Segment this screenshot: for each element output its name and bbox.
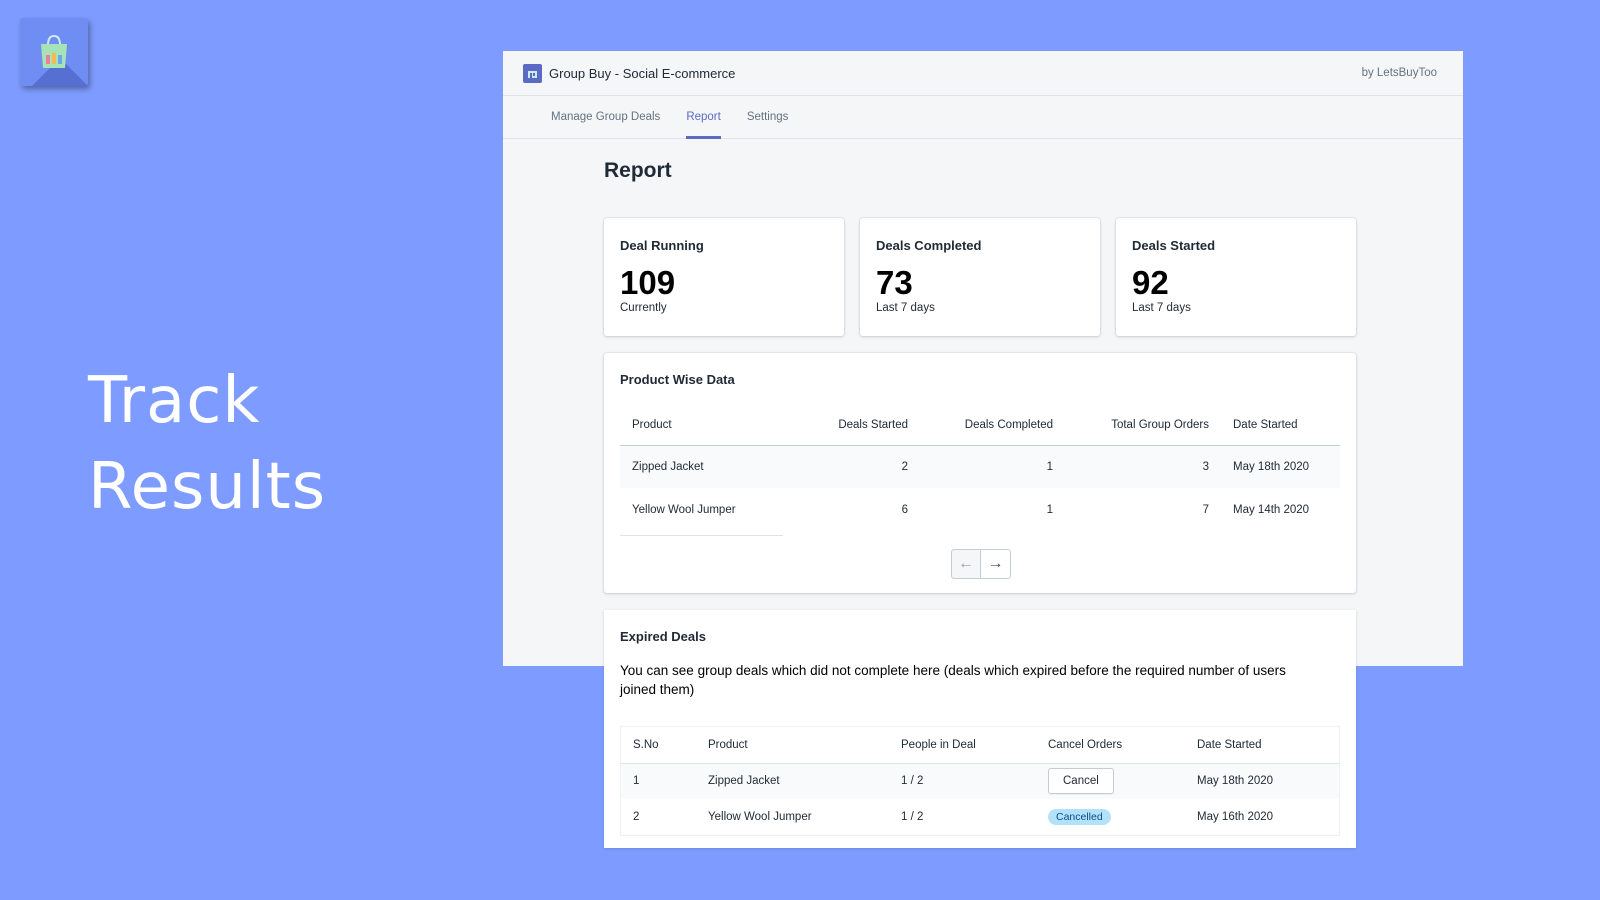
stat-value: 73 — [876, 264, 913, 301]
stat-card-deal-running: Deal Running 109 Currently — [604, 218, 844, 336]
pagination: ← → — [951, 549, 1011, 579]
expired-deals-card: Expired Deals You can see group deals wh… — [604, 610, 1356, 848]
column-header: Date Started — [1221, 405, 1340, 446]
column-header: Product — [696, 727, 889, 764]
table-row: 2 Yellow Wool Jumper 1 / 2 Cancelled May… — [621, 799, 1339, 835]
tab-report[interactable]: Report — [673, 96, 734, 139]
app-window: Group Buy - Social E-commerce by LetsBuy… — [503, 51, 1463, 666]
stat-value: 109 — [620, 264, 676, 301]
table-cell: 1 — [920, 445, 1065, 488]
product-wise-title: Product Wise Data — [620, 372, 735, 387]
stat-subtext: Last 7 days — [876, 302, 935, 314]
status-badge: Cancelled — [1048, 809, 1111, 825]
table-cell: May 18th 2020 — [1221, 445, 1340, 488]
table-cell: Yellow Wool Jumper — [632, 503, 736, 516]
table-cell: Cancel — [1036, 763, 1185, 799]
table-cell: 1 / 2 — [901, 811, 924, 823]
table-cell: May 14th 2020 — [1233, 503, 1310, 516]
product-wise-data-card: Product Wise Data Product Deals Started … — [604, 353, 1356, 593]
table-cell: 7 — [1202, 503, 1209, 516]
stat-subtext: Currently — [620, 302, 667, 314]
column-header: S.No — [621, 727, 696, 764]
table-row: 1 Zipped Jacket 1 / 2 Cancel May 18th 20… — [621, 763, 1339, 799]
app-topbar: Group Buy - Social E-commerce by LetsBuy… — [503, 51, 1463, 96]
table-header-row: Product Deals Started Deals Completed To… — [620, 405, 1340, 446]
table-cell: 3 — [1065, 445, 1221, 488]
column-header: Date Started — [1185, 727, 1339, 764]
expired-deals-description: You can see group deals which did not co… — [620, 663, 1286, 697]
table-row: Yellow Wool Jumper 6 1 7 May 14th 2020 — [620, 488, 1340, 531]
hero-text: Track Results — [88, 358, 326, 530]
expired-deals-table: S.No Product People in Deal Cancel Order… — [621, 727, 1339, 835]
stat-value: 92 — [1132, 264, 1169, 301]
table-cell: 1 — [621, 763, 696, 799]
column-header: Deals Started — [810, 405, 920, 446]
table-cell: May 18th 2020 — [1185, 763, 1339, 799]
arrow-left-icon[interactable]: ← — [951, 549, 981, 579]
table-cell: Yellow Wool Jumper — [708, 811, 812, 823]
tab-manage-group-deals[interactable]: Manage Group Deals — [551, 111, 661, 123]
stat-card-deals-completed: Deals Completed 73 Last 7 days — [860, 218, 1100, 336]
arrow-right-icon[interactable]: → — [981, 549, 1011, 579]
hero-line-2: Results — [88, 450, 327, 524]
table-cell: Cancelled — [1036, 799, 1185, 835]
column-header: Total Group Orders — [1065, 405, 1221, 446]
expired-deals-title: Expired Deals — [620, 629, 706, 644]
column-header: People in Deal — [889, 727, 1036, 764]
app-author: by LetsBuyToo — [1361, 67, 1437, 79]
store-icon — [523, 63, 542, 83]
table-cell: Zipped Jacket — [696, 763, 889, 799]
hero-line-1: Track — [88, 364, 261, 438]
tab-settings[interactable]: Settings — [746, 111, 789, 123]
stat-label: Deal Running — [620, 238, 704, 253]
table-cell: 2 — [633, 811, 640, 823]
app-shopping-bag-icon — [20, 18, 88, 86]
expired-deals-table-wrapper: S.No Product People in Deal Cancel Order… — [620, 726, 1340, 836]
column-header: Deals Completed — [920, 405, 1065, 446]
row-divider — [620, 535, 783, 536]
stat-label: Deals Completed — [876, 238, 982, 253]
app-title: Group Buy - Social E-commerce — [549, 65, 736, 81]
stat-label: Deals Started — [1132, 238, 1216, 253]
stat-card-deals-started: Deals Started 92 Last 7 days — [1116, 218, 1356, 336]
page-title: Report — [604, 159, 672, 182]
table-cell: 1 / 2 — [889, 763, 1036, 799]
table-row: Zipped Jacket 2 1 3 May 18th 2020 — [620, 445, 1340, 488]
column-header: Product — [620, 405, 810, 446]
table-cell: 6 — [901, 503, 908, 516]
table-cell: 1 — [1046, 503, 1053, 516]
table-header-row: S.No Product People in Deal Cancel Order… — [621, 727, 1339, 764]
table-cell: May 16th 2020 — [1197, 811, 1274, 823]
cancel-button[interactable]: Cancel — [1048, 768, 1114, 795]
stat-subtext: Last 7 days — [1132, 302, 1191, 314]
product-wise-table: Product Deals Started Deals Completed To… — [620, 405, 1340, 531]
table-cell: Zipped Jacket — [620, 445, 810, 488]
tab-bar: Manage Group Deals Report Settings — [503, 96, 1463, 139]
table-cell: 2 — [810, 445, 920, 488]
column-header: Cancel Orders — [1036, 727, 1185, 764]
